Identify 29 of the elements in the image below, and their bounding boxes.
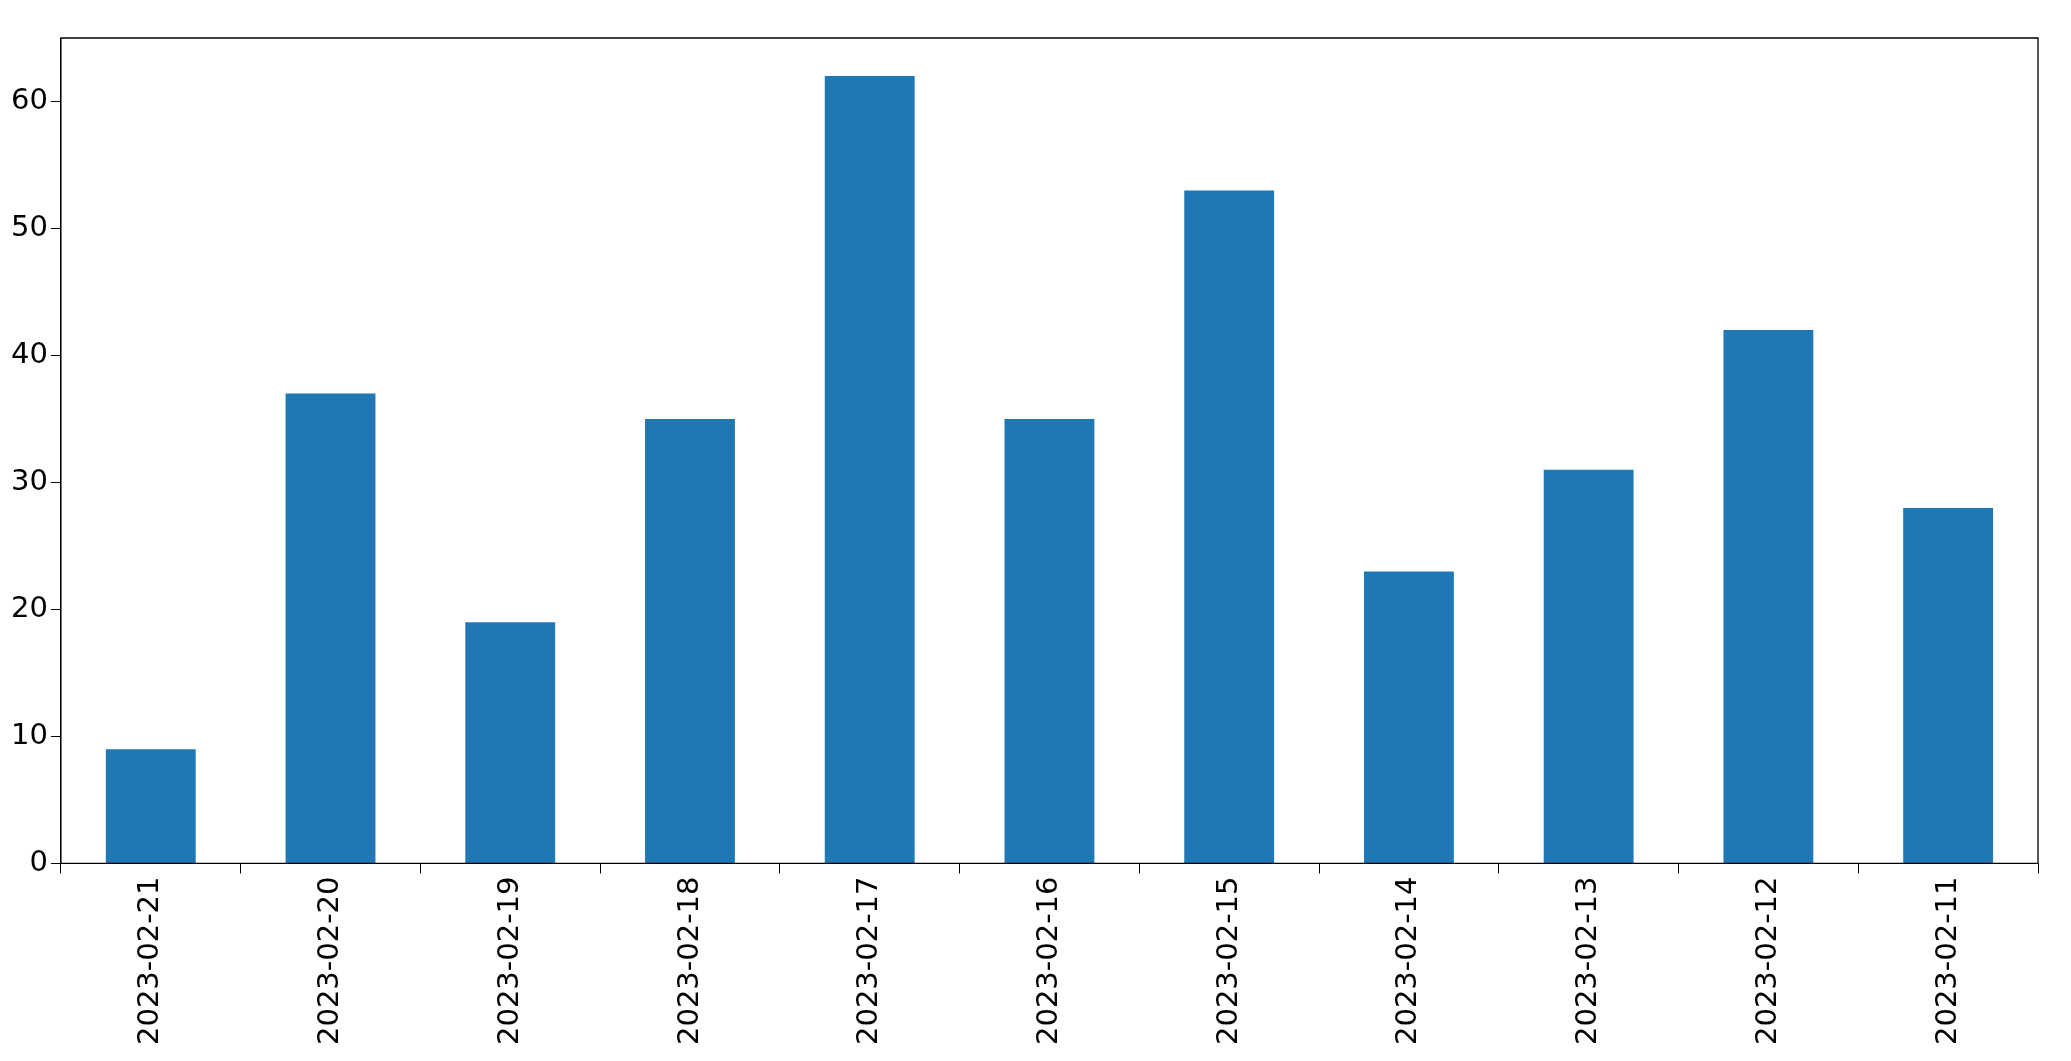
bar (1363, 571, 1454, 863)
y-tick-label: 30 (11, 463, 48, 498)
y-tick-label: 0 (29, 844, 48, 878)
x-tick-label: 2023-02-11 (1928, 876, 1963, 1046)
bar (645, 418, 735, 863)
bar (1543, 469, 1634, 863)
x-tick-label: 2023-02-15 (1209, 876, 1244, 1046)
x-tick-label: 2023-02-19 (490, 876, 525, 1046)
x-tick-label: 2023-02-21 (131, 876, 166, 1046)
bar (105, 749, 196, 863)
y-tick-label: 20 (11, 590, 48, 625)
bar (285, 393, 376, 863)
x-tick-label: 2023-02-18 (670, 876, 705, 1046)
x-tick-label: 2023-02-20 (311, 876, 346, 1046)
y-tick-label: 50 (11, 209, 48, 244)
bar (1004, 418, 1095, 863)
bar (824, 76, 915, 863)
y-tick-label: 60 (11, 82, 48, 117)
x-tick-label: 2023-02-13 (1569, 876, 1604, 1046)
bar (1184, 190, 1275, 863)
x-tick-label: 2023-02-12 (1748, 876, 1783, 1046)
bar (1903, 507, 1994, 863)
x-tick-label: 2023-02-14 (1389, 876, 1424, 1046)
x-tick-label: 2023-02-17 (850, 876, 885, 1046)
y-tick-label: 40 (11, 336, 48, 371)
bar (465, 622, 556, 863)
bar (1723, 330, 1814, 863)
x-tick-label: 2023-02-16 (1029, 876, 1064, 1046)
y-tick-label: 10 (11, 717, 48, 751)
